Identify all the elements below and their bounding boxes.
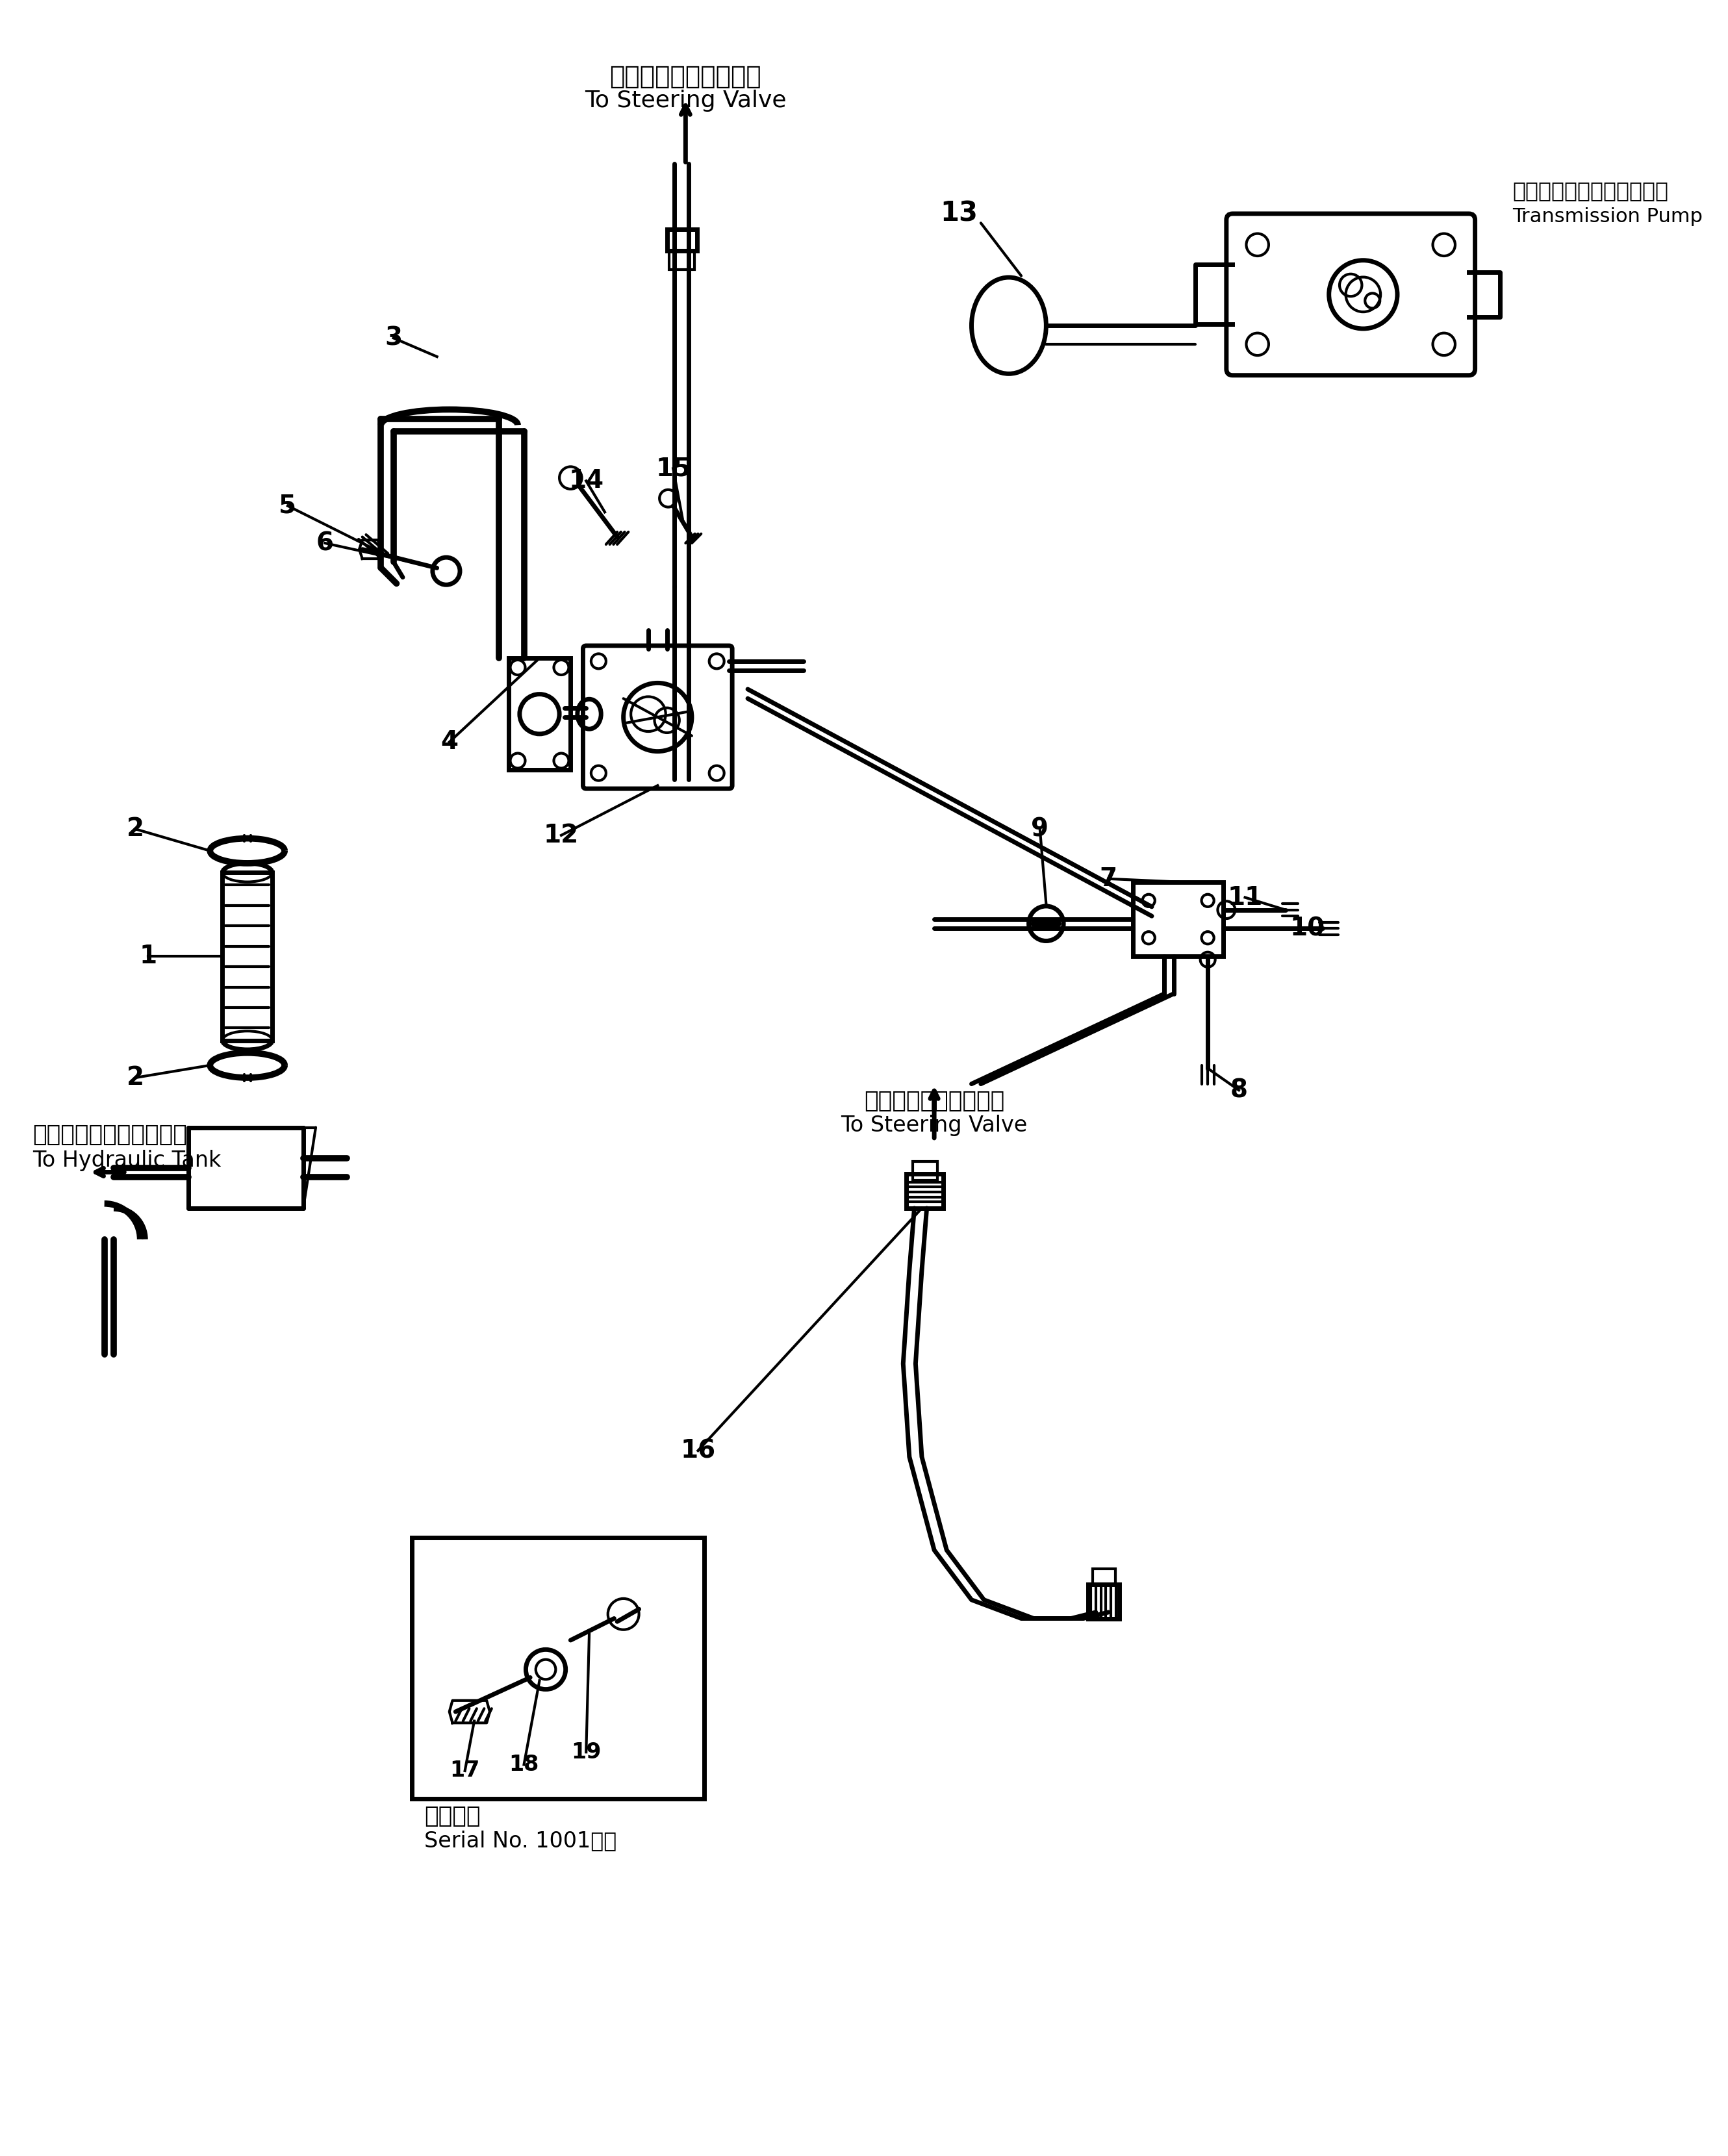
Text: 10: 10 (1289, 916, 1325, 940)
Bar (1089, 1585, 1120, 1619)
Text: 18: 18 (510, 1753, 539, 1774)
Text: ステアリングバルブへ: ステアリングバルブへ (864, 1091, 1004, 1112)
Text: 16: 16 (681, 1438, 715, 1464)
Text: To Steering Valve: To Steering Valve (842, 1115, 1028, 1136)
Text: 13: 13 (940, 201, 978, 226)
Text: 2: 2 (126, 817, 143, 841)
Bar (912, 1162, 937, 1179)
Text: Serial No. 1001～・: Serial No. 1001～・ (425, 1830, 617, 1852)
Text: 11: 11 (1227, 886, 1263, 910)
Text: 17: 17 (449, 1759, 480, 1781)
Text: 14: 14 (569, 468, 603, 494)
Bar (667, 229, 696, 250)
Bar (905, 1175, 943, 1207)
Bar (223, 873, 273, 1041)
Text: 適用号機: 適用号機 (425, 1805, 480, 1826)
Text: 1: 1 (138, 944, 157, 968)
Text: 12: 12 (544, 824, 579, 847)
Text: 15: 15 (655, 457, 691, 481)
Text: To Hydraulic Tank: To Hydraulic Tank (33, 1149, 221, 1171)
Text: トランスミッションポンプ: トランスミッションポンプ (1512, 179, 1668, 201)
Text: 4: 4 (441, 729, 458, 755)
Bar (1092, 1570, 1115, 1585)
Text: 3: 3 (385, 326, 403, 349)
Bar (411, 1537, 705, 1798)
Text: To Steering Valve: To Steering Valve (584, 88, 786, 112)
Bar (1134, 882, 1223, 957)
Text: 7: 7 (1099, 867, 1116, 890)
Bar (669, 250, 695, 270)
Text: ハイドロリックタンクへ: ハイドロリックタンクへ (33, 1123, 187, 1147)
Text: Transmission Pump: Transmission Pump (1512, 207, 1702, 226)
Text: 8: 8 (1230, 1078, 1248, 1102)
Text: 6: 6 (316, 530, 334, 556)
Text: 19: 19 (570, 1742, 601, 1764)
Text: 2: 2 (126, 1065, 143, 1091)
Text: 9: 9 (1032, 817, 1049, 841)
Text: ステアリングバルブへ: ステアリングバルブへ (610, 65, 762, 88)
Bar (508, 658, 570, 770)
Text: 5: 5 (278, 494, 297, 517)
